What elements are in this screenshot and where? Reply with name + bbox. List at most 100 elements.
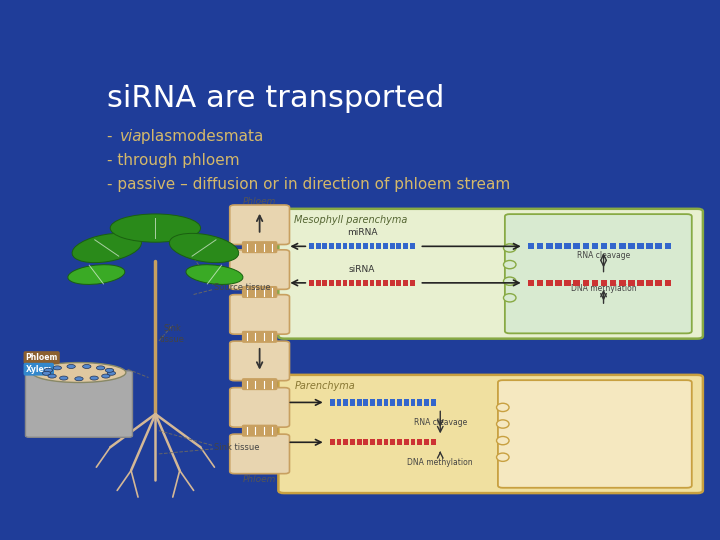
- Bar: [573, 243, 580, 249]
- Bar: [315, 280, 320, 286]
- Bar: [573, 280, 580, 286]
- Bar: [637, 280, 644, 286]
- Bar: [619, 243, 626, 249]
- Bar: [418, 439, 422, 446]
- Bar: [537, 243, 544, 249]
- Bar: [403, 243, 408, 249]
- Bar: [343, 439, 348, 446]
- Ellipse shape: [503, 260, 516, 269]
- Bar: [309, 280, 314, 286]
- Bar: [424, 439, 429, 446]
- Bar: [410, 280, 415, 286]
- Bar: [600, 280, 608, 286]
- Circle shape: [53, 366, 61, 370]
- Ellipse shape: [186, 265, 243, 285]
- Circle shape: [67, 364, 76, 368]
- Ellipse shape: [503, 294, 516, 302]
- Text: miRNA: miRNA: [347, 228, 377, 237]
- Circle shape: [105, 368, 114, 372]
- Bar: [343, 243, 348, 249]
- Ellipse shape: [503, 277, 516, 285]
- Text: RNA cleavage: RNA cleavage: [413, 418, 467, 427]
- Bar: [363, 243, 368, 249]
- Ellipse shape: [68, 265, 125, 285]
- Bar: [370, 399, 375, 406]
- Circle shape: [107, 372, 115, 375]
- Bar: [364, 439, 369, 446]
- Text: Sink
tissue: Sink tissue: [161, 325, 185, 344]
- Bar: [336, 243, 341, 249]
- Text: Xylem: Xylem: [25, 364, 52, 374]
- Bar: [309, 243, 314, 249]
- Bar: [546, 280, 553, 286]
- Bar: [329, 243, 334, 249]
- FancyBboxPatch shape: [243, 332, 276, 342]
- Text: DNA methylation: DNA methylation: [571, 284, 636, 293]
- Bar: [397, 439, 402, 446]
- Text: via: via: [120, 129, 142, 144]
- Bar: [555, 280, 562, 286]
- Text: siRNA are transported: siRNA are transported: [107, 84, 444, 112]
- Bar: [377, 439, 382, 446]
- Circle shape: [102, 374, 110, 378]
- Bar: [336, 399, 341, 406]
- Bar: [384, 399, 389, 406]
- Text: Sink tissue: Sink tissue: [215, 443, 260, 452]
- FancyBboxPatch shape: [25, 371, 132, 437]
- Bar: [323, 243, 328, 249]
- Text: - through phloem: - through phloem: [107, 153, 239, 168]
- Ellipse shape: [497, 436, 509, 445]
- Bar: [356, 399, 361, 406]
- Bar: [564, 280, 571, 286]
- Bar: [377, 243, 381, 249]
- FancyBboxPatch shape: [243, 426, 276, 436]
- Text: Phloem: Phloem: [25, 353, 58, 362]
- Bar: [546, 243, 553, 249]
- Bar: [431, 399, 436, 406]
- Ellipse shape: [497, 403, 509, 411]
- FancyBboxPatch shape: [230, 295, 289, 334]
- Bar: [330, 439, 335, 446]
- Ellipse shape: [497, 420, 509, 428]
- Ellipse shape: [32, 362, 126, 382]
- Text: Mesophyll parenchyma: Mesophyll parenchyma: [294, 215, 408, 225]
- Text: Phloem: Phloem: [243, 198, 276, 206]
- Text: siRNA: siRNA: [349, 265, 375, 274]
- Bar: [564, 243, 571, 249]
- Ellipse shape: [497, 453, 509, 461]
- Bar: [619, 280, 626, 286]
- Bar: [528, 243, 534, 249]
- FancyBboxPatch shape: [230, 341, 289, 381]
- Bar: [397, 399, 402, 406]
- Bar: [665, 243, 671, 249]
- FancyBboxPatch shape: [230, 250, 289, 289]
- Bar: [364, 399, 369, 406]
- FancyBboxPatch shape: [505, 214, 692, 333]
- Bar: [628, 243, 635, 249]
- Ellipse shape: [503, 244, 516, 252]
- Bar: [343, 399, 348, 406]
- Bar: [537, 280, 544, 286]
- Bar: [390, 243, 395, 249]
- Ellipse shape: [110, 214, 201, 242]
- Bar: [397, 243, 401, 249]
- Bar: [431, 439, 436, 446]
- Bar: [647, 243, 653, 249]
- Bar: [377, 399, 382, 406]
- Bar: [610, 280, 616, 286]
- Text: -: -: [107, 129, 117, 144]
- FancyBboxPatch shape: [243, 379, 276, 389]
- Bar: [349, 243, 354, 249]
- Bar: [555, 243, 562, 249]
- Bar: [592, 243, 598, 249]
- Bar: [336, 280, 341, 286]
- Bar: [600, 243, 608, 249]
- Bar: [370, 439, 375, 446]
- Bar: [315, 243, 320, 249]
- Bar: [582, 280, 589, 286]
- Bar: [356, 280, 361, 286]
- Bar: [404, 439, 409, 446]
- Bar: [390, 439, 395, 446]
- Bar: [369, 243, 374, 249]
- Bar: [390, 280, 395, 286]
